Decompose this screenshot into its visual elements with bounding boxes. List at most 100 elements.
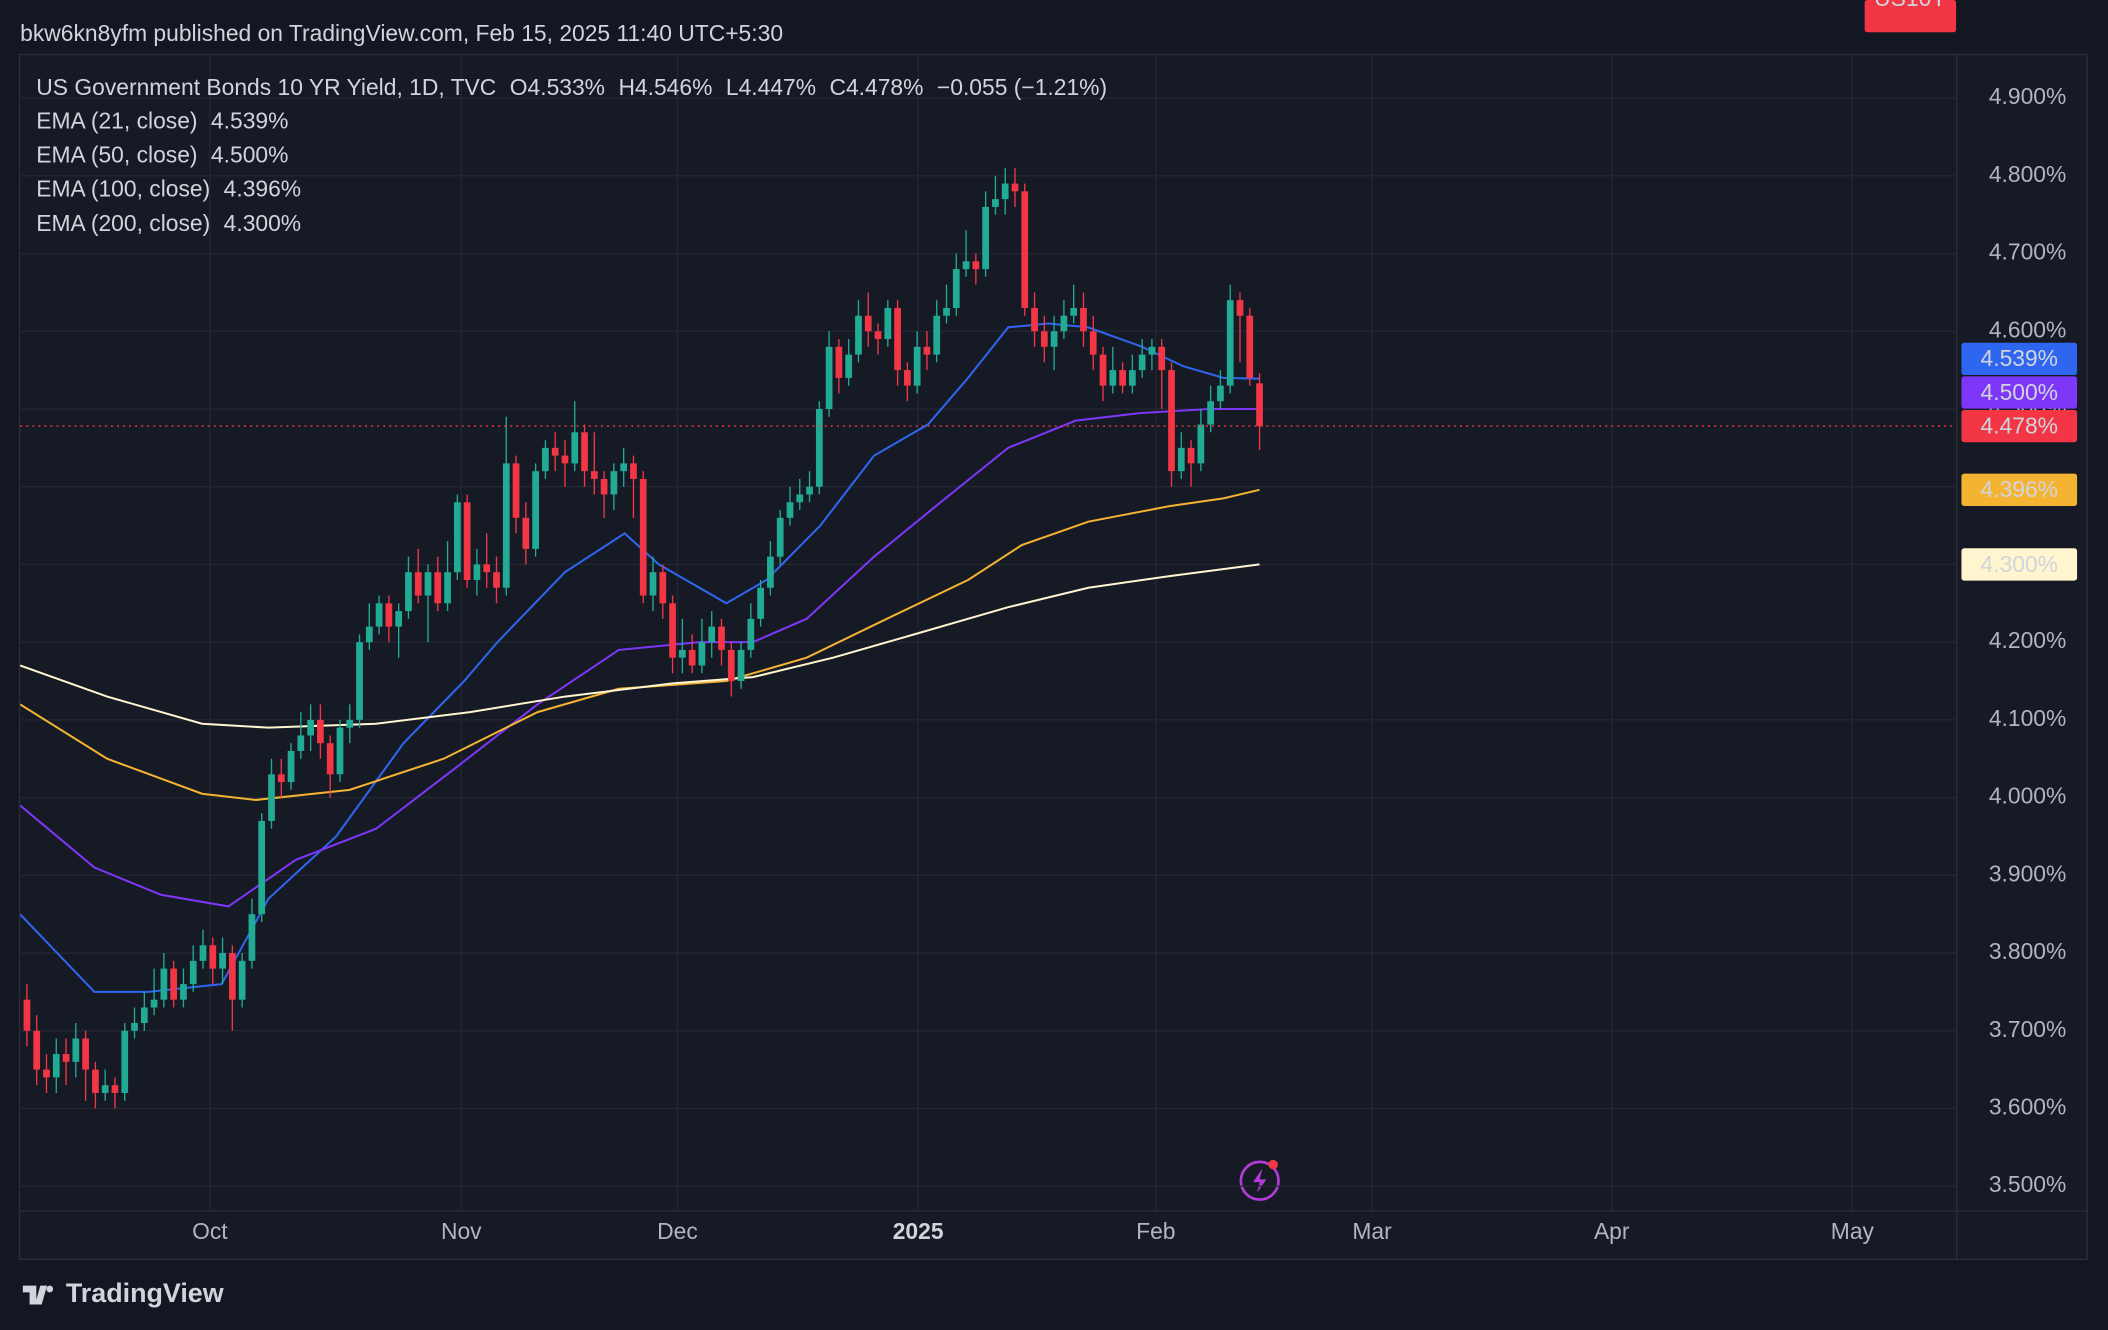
candle-body (698, 642, 706, 666)
price-badge (1961, 473, 2078, 506)
candle-body (855, 315, 862, 355)
series-value: 4.396% (224, 176, 301, 202)
price-badge-label: 4.396% (1981, 476, 2058, 502)
legend-key: H (618, 74, 634, 100)
candle-body (688, 649, 696, 666)
candle-body (845, 354, 853, 378)
legend-value: 4.447% (739, 74, 816, 100)
candle-body (1217, 385, 1224, 402)
series-value: 4.500% (211, 142, 288, 168)
candle-body (82, 1038, 89, 1070)
candle-body (160, 968, 168, 1000)
candle-body (307, 719, 314, 736)
candle-body (248, 914, 256, 961)
y-tick-label: 3.600% (1989, 1094, 2066, 1120)
candle-body (111, 1085, 119, 1093)
candle-body (199, 945, 207, 961)
price-badge (1961, 342, 2078, 375)
candle-body (992, 199, 999, 207)
candle-body (737, 649, 745, 682)
y-tick-label: 4.000% (1989, 783, 2066, 809)
candle-body (1011, 183, 1019, 192)
legend-change: −0.055 (−1.21%) (937, 74, 1107, 100)
candle-body (649, 572, 657, 596)
candle-body (180, 984, 187, 1000)
candle-body (121, 1030, 129, 1093)
candle-body (590, 471, 598, 479)
y-tick-label: 4.800% (1989, 161, 2066, 187)
candle-body (444, 572, 451, 604)
candle-body (551, 447, 559, 456)
lightning-ring[interactable] (1239, 1160, 1280, 1201)
candle-body (904, 370, 911, 386)
x-tick-label: Feb (1136, 1218, 1175, 1244)
candle-body (326, 743, 334, 775)
candle-body (170, 968, 178, 1000)
ema-line (20, 563, 1260, 729)
candle-body (532, 471, 539, 549)
candle-body (1070, 307, 1078, 316)
lightning-button[interactable] (1239, 1159, 1280, 1201)
price-badge-label: 4.478% (1981, 412, 2058, 438)
price-badge-label: 4.300% (1981, 551, 2058, 577)
legend-key: C (829, 74, 845, 100)
y-tick-label: 3.900% (1989, 860, 2066, 886)
candle-body (1168, 370, 1175, 472)
candle-body (1246, 315, 1254, 378)
candle-body (52, 1054, 60, 1078)
grid (20, 53, 1957, 1211)
x-tick-label: Nov (441, 1218, 482, 1244)
candle-body (1236, 300, 1244, 316)
candle-body (414, 572, 422, 596)
candle-body (776, 517, 784, 557)
candle-body (727, 649, 735, 682)
candle-body (238, 960, 246, 1000)
candle-body (1060, 315, 1068, 332)
price-badge (1961, 409, 2078, 443)
candle-body (1031, 307, 1038, 332)
candle-body (1177, 447, 1185, 472)
candle-body (796, 494, 804, 503)
candle-body (825, 346, 833, 409)
candle-body (268, 774, 275, 821)
symbol-title: US Government Bonds 10 YR Yield, 1D, TVC (36, 74, 496, 100)
candle-body (219, 953, 226, 969)
candle-body (571, 432, 579, 464)
y-tick-label: 3.700% (1989, 1016, 2066, 1042)
candle-body (72, 1038, 80, 1062)
candle-body (767, 556, 774, 588)
candle-body (1207, 401, 1214, 425)
candle-body (1226, 300, 1234, 386)
y-tick-label: 4.700% (1989, 239, 2066, 265)
candle-body (815, 408, 823, 487)
candle-body (1109, 370, 1117, 386)
ticker-label: US10Y (1874, 0, 1946, 11)
candle-body (375, 603, 383, 627)
x-tick-label: Apr (1594, 1218, 1630, 1244)
candle-body (336, 727, 344, 775)
candle-body (600, 478, 608, 495)
ema-line (20, 407, 1260, 908)
candle-body (561, 455, 569, 464)
y-tick-label: 4.900% (1989, 83, 2066, 109)
candle-body (317, 719, 324, 744)
candle-body (463, 502, 471, 580)
candle-body (630, 463, 637, 479)
candle-body (150, 999, 158, 1008)
lightning-icon[interactable] (1252, 1168, 1267, 1193)
candle-body (659, 572, 667, 604)
y-tick-label: 4.200% (1989, 627, 2066, 653)
x-tick-label: 2025 (893, 1218, 944, 1244)
plot (20, 168, 1263, 1109)
brand: TradingView (66, 1278, 224, 1308)
candle-body (92, 1069, 99, 1093)
candle-body (639, 478, 647, 596)
candle-body (277, 774, 285, 783)
y-tick-label: 4.100% (1989, 705, 2066, 731)
candle-body (1089, 331, 1097, 355)
candle-body (679, 649, 686, 658)
candle-body (101, 1085, 109, 1093)
candle-body (1197, 424, 1205, 464)
